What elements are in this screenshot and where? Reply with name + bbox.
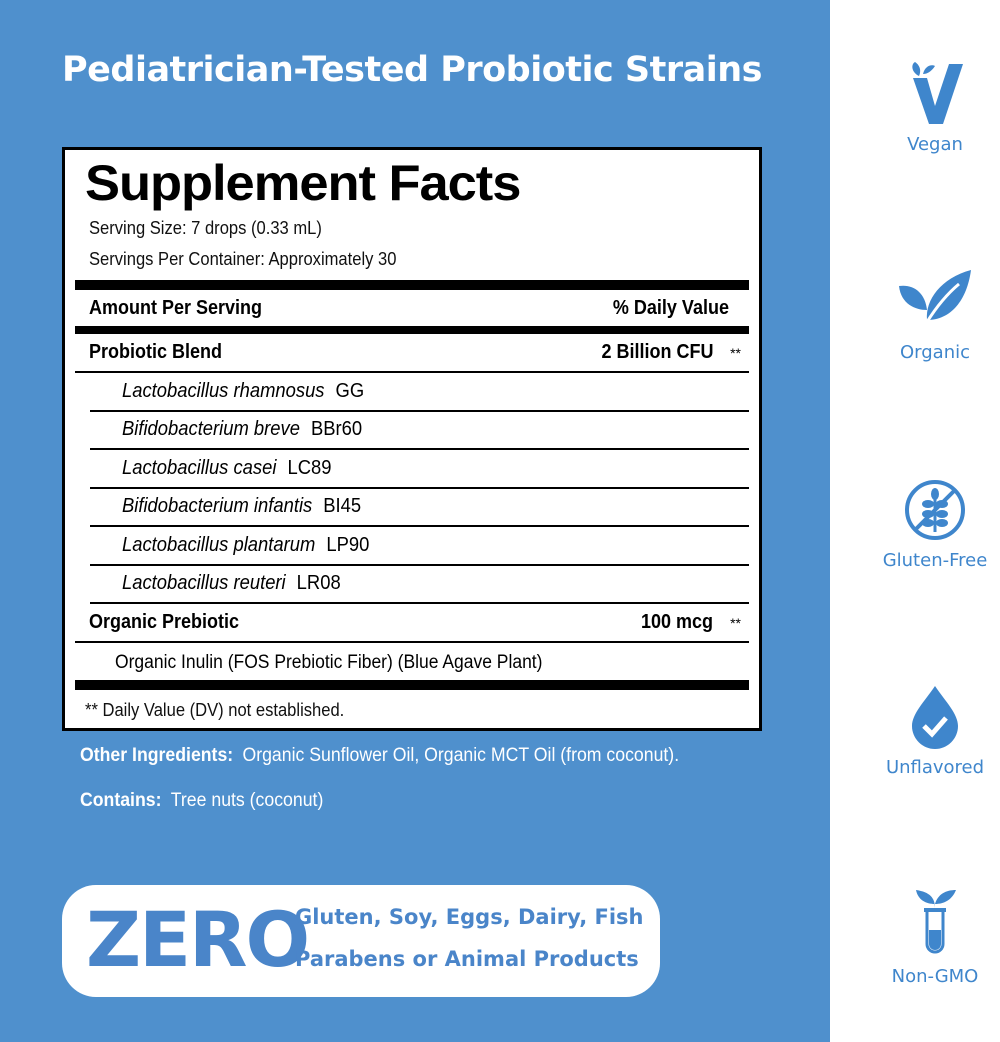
other-ingredients: Other Ingredients: Organic Sunflower Oil,… bbox=[80, 745, 680, 766]
strain-code: GG bbox=[335, 379, 365, 402]
badge-label-unflavored: Unflavored bbox=[885, 757, 985, 778]
blend-row: Probiotic Blend 2 Billion CFU ** bbox=[75, 334, 749, 373]
strain-species: Lactobacillus casei bbox=[122, 456, 277, 479]
strain-row: Lactobacillus plantarum LP90 bbox=[90, 527, 749, 566]
divider-thick bbox=[75, 680, 749, 690]
badge-label-organic: Organic bbox=[899, 342, 970, 363]
strain-row: Lactobacillus casei LC89 bbox=[90, 450, 749, 489]
strain-species: Bifidobacterium infantis bbox=[122, 495, 313, 518]
strain-row: Bifidobacterium infantis BI45 bbox=[90, 489, 749, 527]
facts-heading: Supplement Facts bbox=[85, 155, 521, 211]
strain-species: Bifidobacterium breve bbox=[122, 418, 300, 441]
drop-check-icon bbox=[912, 686, 958, 749]
prebiotic-detail: Organic Inulin (FOS Prebiotic Fiber) (Bl… bbox=[115, 651, 543, 673]
header-row: Amount Per Serving % Daily Value bbox=[75, 290, 749, 326]
servings-per-container: Servings Per Container: Approximately 30 bbox=[89, 249, 397, 269]
prebiotic-row: Organic Prebiotic 100 mcg ** bbox=[75, 604, 749, 643]
strain-species: Lactobacillus plantarum bbox=[122, 533, 316, 556]
badge-label-vegan: Vegan bbox=[907, 134, 963, 155]
strain-code: LC89 bbox=[287, 456, 332, 479]
test-tube-sprout-icon bbox=[916, 890, 956, 954]
vegan-v-icon bbox=[912, 62, 963, 124]
strain-code: BBr60 bbox=[311, 418, 363, 441]
footnote: ** Daily Value (DV) not established. bbox=[85, 700, 345, 720]
divider-thick bbox=[75, 326, 749, 334]
badge-label-gluten-free: Gluten-Free bbox=[882, 550, 988, 571]
no-wheat-icon bbox=[905, 480, 965, 540]
strain-species: Lactobacillus rhamnosus bbox=[122, 379, 325, 402]
zero-text: ZERO bbox=[86, 895, 310, 984]
supplement-facts-panel: Supplement Facts Serving Size: 7 drops (… bbox=[62, 147, 762, 731]
zero-banner: ZERO Gluten, Soy, Eggs, Dairy, Fish Para… bbox=[62, 885, 660, 997]
strain-code: BI45 bbox=[323, 495, 362, 518]
strain-code: LR08 bbox=[296, 572, 341, 595]
serving-size: Serving Size: 7 drops (0.33 mL) bbox=[89, 218, 322, 238]
strain-species: Lactobacillus reuteri bbox=[122, 572, 286, 595]
badge-label-non-gmo: Non-GMO bbox=[891, 966, 979, 987]
strain-row: Bifidobacterium breve BBr60 bbox=[90, 412, 749, 450]
strain-row: Lactobacillus reuteri LR08 bbox=[90, 566, 749, 604]
contains: Contains: Tree nuts (coconut) bbox=[80, 790, 324, 811]
dv-header: % Daily Value bbox=[612, 296, 729, 319]
amount-header: Amount Per Serving bbox=[89, 296, 263, 319]
leaf-icon bbox=[899, 270, 971, 323]
strain-code: LP90 bbox=[326, 533, 370, 556]
page-title: Pediatrician-Tested Probiotic Strains bbox=[62, 50, 763, 90]
strain-row: Lactobacillus rhamnosus GG bbox=[90, 373, 749, 412]
zero-line-1: Gluten, Soy, Eggs, Dairy, Fish bbox=[295, 905, 644, 929]
zero-line-2: Parabens or Animal Products bbox=[295, 947, 639, 971]
divider-thick bbox=[75, 280, 749, 290]
